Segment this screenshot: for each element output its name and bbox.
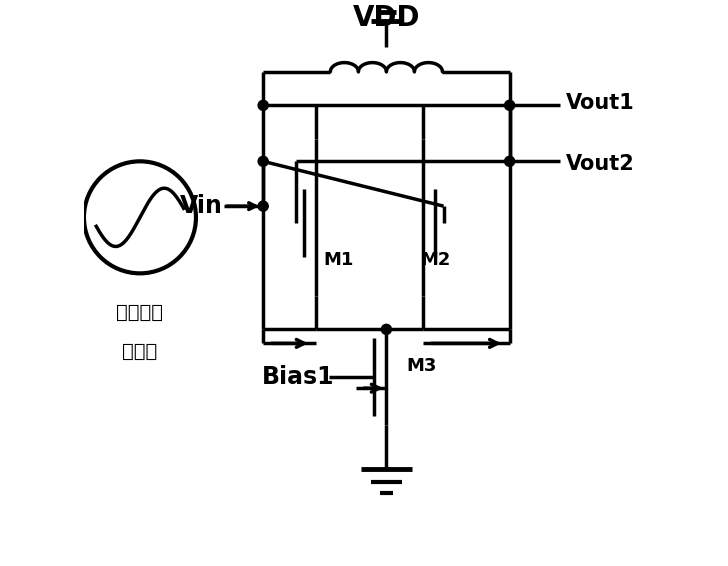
Circle shape <box>505 100 515 110</box>
Text: M1: M1 <box>323 251 354 269</box>
Text: Vout2: Vout2 <box>566 154 634 174</box>
Circle shape <box>381 324 392 335</box>
Circle shape <box>505 156 515 166</box>
Text: M2: M2 <box>420 251 451 269</box>
Text: 交叉耦合: 交叉耦合 <box>116 303 164 322</box>
Circle shape <box>258 201 268 211</box>
Text: Bias1: Bias1 <box>262 365 335 389</box>
Text: Vout1: Vout1 <box>566 92 634 113</box>
Text: 振荡器: 振荡器 <box>122 342 157 361</box>
Circle shape <box>258 100 268 110</box>
Text: Vin: Vin <box>180 194 223 218</box>
Circle shape <box>258 156 268 166</box>
Text: M3: M3 <box>406 357 436 375</box>
Text: VDD: VDD <box>352 5 420 32</box>
